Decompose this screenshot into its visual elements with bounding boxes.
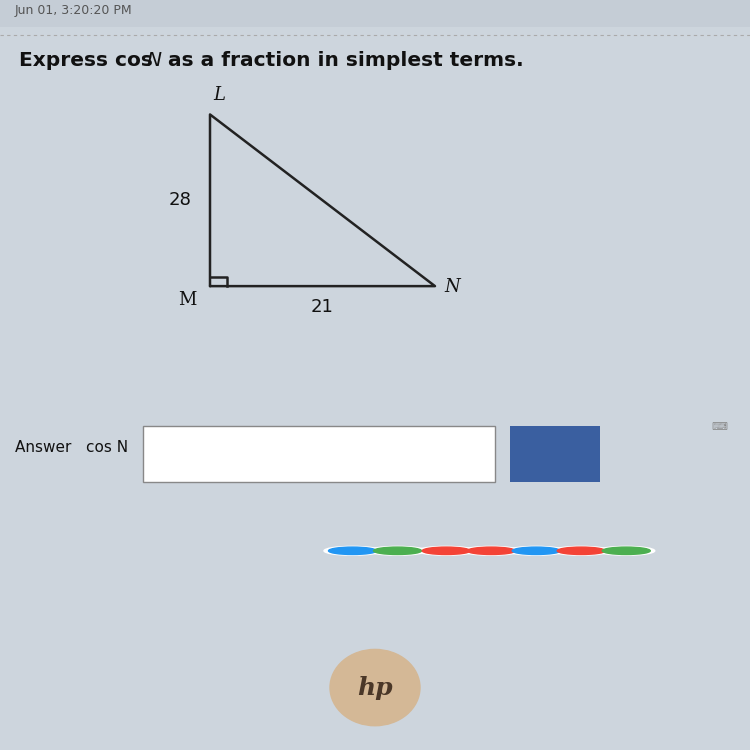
Circle shape xyxy=(602,547,650,554)
Circle shape xyxy=(422,547,470,554)
Circle shape xyxy=(467,547,515,554)
Text: $N$: $N$ xyxy=(146,51,163,70)
Circle shape xyxy=(418,547,475,555)
Text: Express cos: Express cos xyxy=(19,51,160,70)
Text: Answer   cos N: Answer cos N xyxy=(15,440,128,455)
Text: L: L xyxy=(214,86,226,104)
Text: ⌨: ⌨ xyxy=(712,422,728,432)
Circle shape xyxy=(598,547,655,555)
Text: 21: 21 xyxy=(311,298,334,316)
Circle shape xyxy=(508,547,565,555)
Circle shape xyxy=(374,547,422,554)
Circle shape xyxy=(553,547,610,555)
Circle shape xyxy=(369,547,426,555)
Circle shape xyxy=(512,547,560,554)
Text: N: N xyxy=(445,278,460,296)
Bar xyxy=(0,0,750,26)
Text: Jun 01, 3:20:20 PM: Jun 01, 3:20:20 PM xyxy=(15,4,133,16)
Bar xyxy=(142,426,495,482)
Circle shape xyxy=(328,547,376,554)
Circle shape xyxy=(463,547,520,555)
Text: hp: hp xyxy=(357,676,393,700)
Circle shape xyxy=(324,547,381,555)
Text: M: M xyxy=(178,291,196,309)
Ellipse shape xyxy=(330,650,420,726)
Bar xyxy=(510,426,600,482)
Text: as a fraction in simplest terms.: as a fraction in simplest terms. xyxy=(161,51,524,70)
Text: 28: 28 xyxy=(168,191,191,209)
Circle shape xyxy=(557,547,605,554)
